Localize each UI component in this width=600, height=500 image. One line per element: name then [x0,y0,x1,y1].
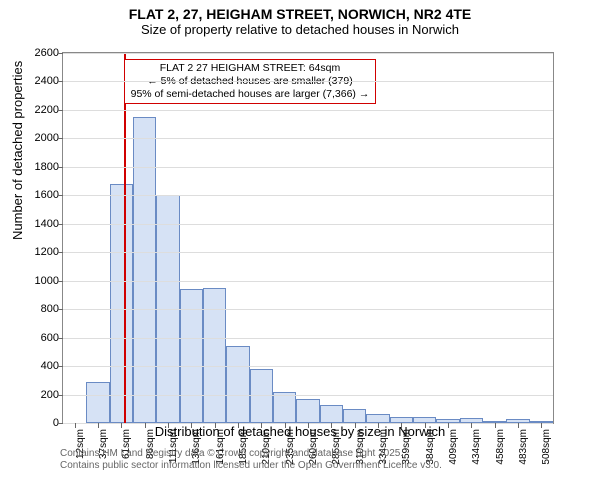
annotation-line3: 95% of semi-detached houses are larger (… [129,88,372,101]
ytick-label: 2400 [23,75,59,87]
title-main: FLAT 2, 27, HEIGHAM STREET, NORWICH, NR2… [0,6,600,22]
chart-titles: FLAT 2, 27, HEIGHAM STREET, NORWICH, NR2… [0,0,600,37]
ytick-label: 800 [23,303,59,315]
bar [343,409,366,423]
bar [273,392,296,423]
gridline-h [63,53,553,54]
bar [296,399,319,423]
gridline-h [63,252,553,253]
ytick-mark [58,224,63,225]
ytick-label: 1400 [23,218,59,230]
ytick-label: 200 [23,389,59,401]
gridline-h [63,138,553,139]
bar [203,288,226,423]
bar [86,382,109,423]
footer-line2: Contains public sector information licen… [60,460,442,472]
ytick-mark [58,252,63,253]
bar [366,414,389,423]
ytick-mark [58,338,63,339]
ytick-mark [58,53,63,54]
bar [320,405,343,424]
ytick-mark [58,110,63,111]
ytick-mark [58,167,63,168]
y-axis-label: Number of detached properties [10,61,25,240]
gridline-h [63,195,553,196]
gridline-h [63,338,553,339]
ytick-label: 2200 [23,104,59,116]
x-axis-label: Distribution of detached houses by size … [155,424,445,439]
gridline-h [63,395,553,396]
ytick-mark [58,81,63,82]
annotation-line1: FLAT 2 27 HEIGHAM STREET: 64sqm [129,62,372,75]
footer: Contains HM Land Registry data © Crown c… [60,448,442,472]
gridline-h [63,309,553,310]
ytick-label: 1800 [23,161,59,173]
gridline-h [63,81,553,82]
ytick-label: 2000 [23,132,59,144]
ytick-mark [58,366,63,367]
x-axis-label-wrap: Distribution of detached houses by size … [0,424,600,439]
gridline-h [63,281,553,282]
ytick-mark [58,281,63,282]
ytick-mark [58,195,63,196]
bars-container [63,53,553,423]
ytick-label: 1000 [23,275,59,287]
reference-line [124,53,126,423]
ytick-label: 600 [23,332,59,344]
gridline-h [63,167,553,168]
bar [133,117,156,423]
ytick-mark [58,138,63,139]
bar [250,369,273,423]
ytick-label: 1600 [23,189,59,201]
bar [226,346,249,423]
footer-line1: Contains HM Land Registry data © Crown c… [60,448,442,460]
gridline-h [63,110,553,111]
ytick-label: 2600 [23,47,59,59]
ytick-mark [58,309,63,310]
chart-plot-area: FLAT 2 27 HEIGHAM STREET: 64sqm ← 5% of … [62,52,554,424]
ytick-mark [58,395,63,396]
bar [110,184,133,423]
gridline-h [63,366,553,367]
title-sub: Size of property relative to detached ho… [0,22,600,37]
gridline-h [63,224,553,225]
ytick-label: 400 [23,360,59,372]
ytick-label: 1200 [23,246,59,258]
